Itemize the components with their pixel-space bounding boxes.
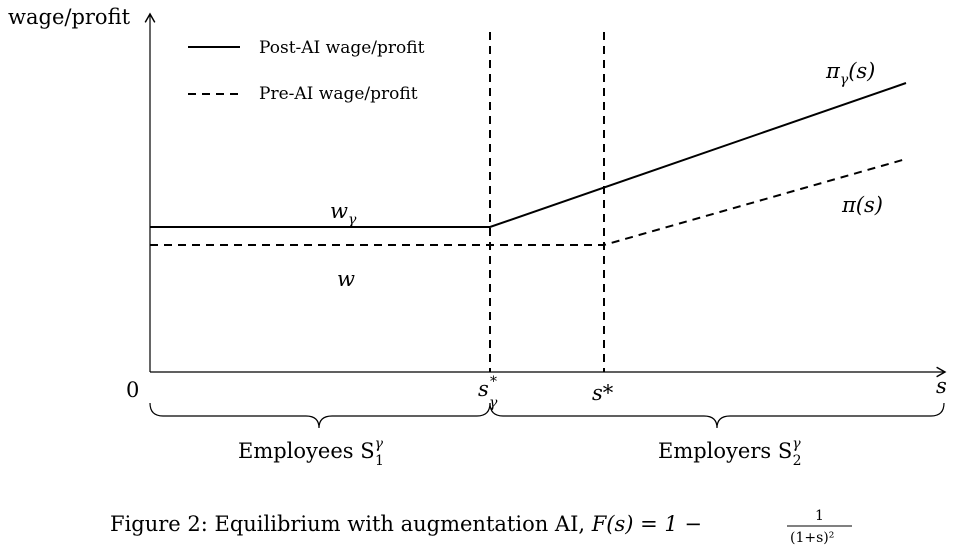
pi-label: π(s) xyxy=(841,193,883,217)
w-gamma-label: wγ xyxy=(330,199,357,228)
caption-frac-num: 1 xyxy=(815,508,824,524)
s-gamma-star-sup: * xyxy=(490,374,497,390)
y-axis-label: wage/profit xyxy=(8,5,131,29)
employees-label: Employees Sγ 1 xyxy=(238,436,384,469)
employers-brace xyxy=(489,402,945,429)
s-gamma-star-label: s xyxy=(478,377,489,401)
legend-dashed-label: Pre-AI wage/profit xyxy=(259,84,418,104)
caption-frac-den: (1+s)² xyxy=(790,530,834,546)
s-star-label: s* xyxy=(592,381,614,405)
post-ai-curve xyxy=(150,82,907,228)
x-axis-label: s xyxy=(936,374,947,398)
employers-label: Employers Sγ 2 xyxy=(658,436,802,469)
pre-ai-curve xyxy=(150,158,907,246)
pi-gamma-label: πγ(s) xyxy=(825,59,875,88)
caption-text: Figure 2: Equilibrium with augmentation … xyxy=(110,512,702,536)
legend-solid-label: Post-AI wage/profit xyxy=(259,38,425,58)
s-gamma-star-sub: γ xyxy=(489,395,498,411)
employees-brace xyxy=(149,402,491,429)
origin-label: 0 xyxy=(126,378,139,402)
w-label: w xyxy=(337,267,355,291)
